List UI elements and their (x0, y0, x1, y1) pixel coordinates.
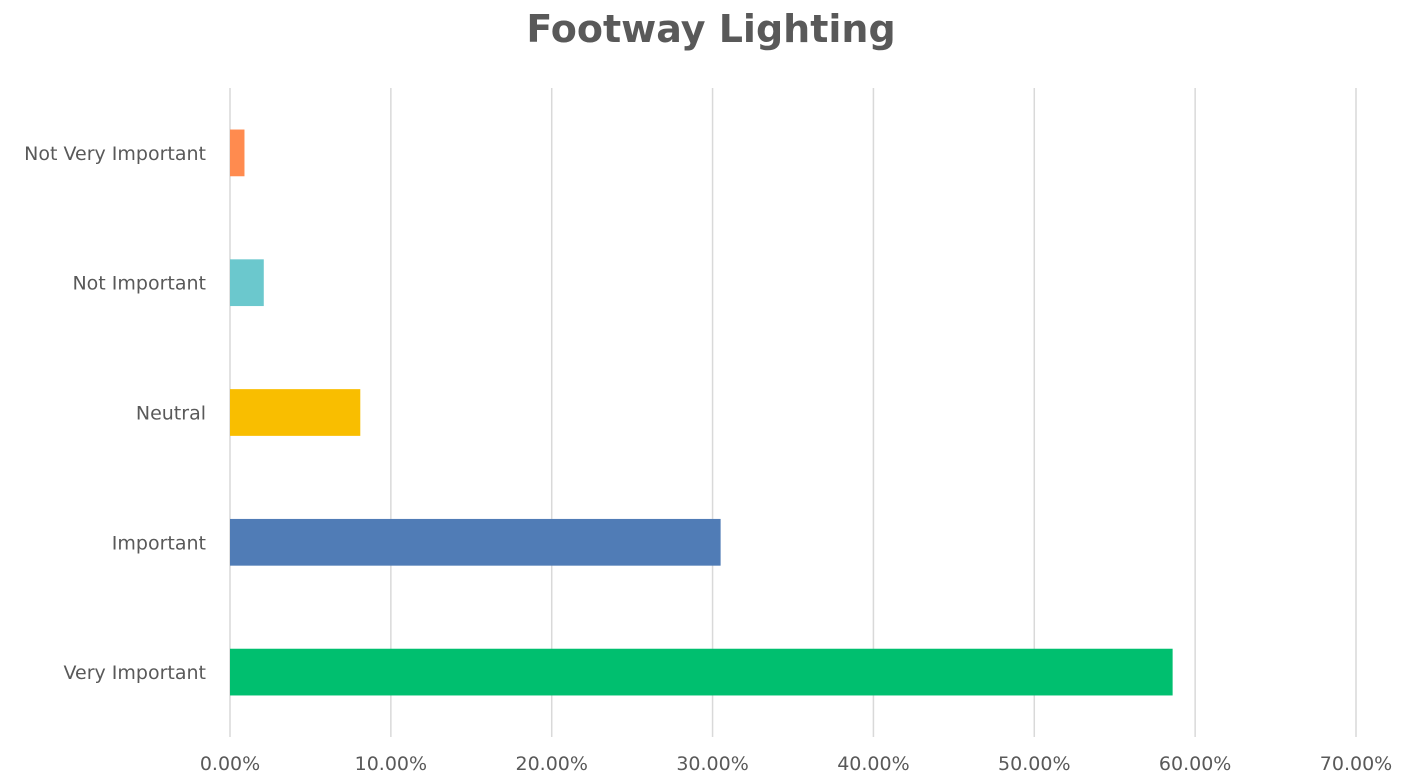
x-tick-label: 20.00% (515, 753, 587, 775)
x-tick-label: 60.00% (1159, 753, 1231, 775)
bar-not-important (230, 259, 264, 307)
category-labels: Very Important Important Neutral Not Import… (24, 143, 206, 684)
x-tick-label: 0.00% (200, 753, 260, 775)
grid-lines (229, 88, 1357, 737)
x-tick-label: 10.00% (355, 753, 427, 775)
x-axis-tick-labels: 0.00% 10.00% 20.00% 30.00% 40.00% 50.00% 60.00… (200, 753, 1392, 775)
category-label: Important (112, 532, 206, 554)
x-tick-label: 50.00% (998, 753, 1070, 775)
bar-important (230, 518, 721, 566)
x-tick-label: 70.00% (1320, 753, 1392, 775)
bar-very-important (230, 648, 1173, 696)
category-label: Not Important (72, 273, 206, 295)
bar-not-very-important (230, 129, 245, 177)
bar-neutral (230, 389, 361, 436)
bars (230, 129, 1173, 696)
x-tick-label: 40.00% (837, 753, 909, 775)
chart-title: Footway Lighting (526, 7, 895, 51)
category-label: Not Very Important (24, 143, 206, 165)
category-label: Neutral (136, 403, 206, 425)
category-label: Very Important (64, 662, 207, 684)
x-tick-label: 30.00% (676, 753, 748, 775)
